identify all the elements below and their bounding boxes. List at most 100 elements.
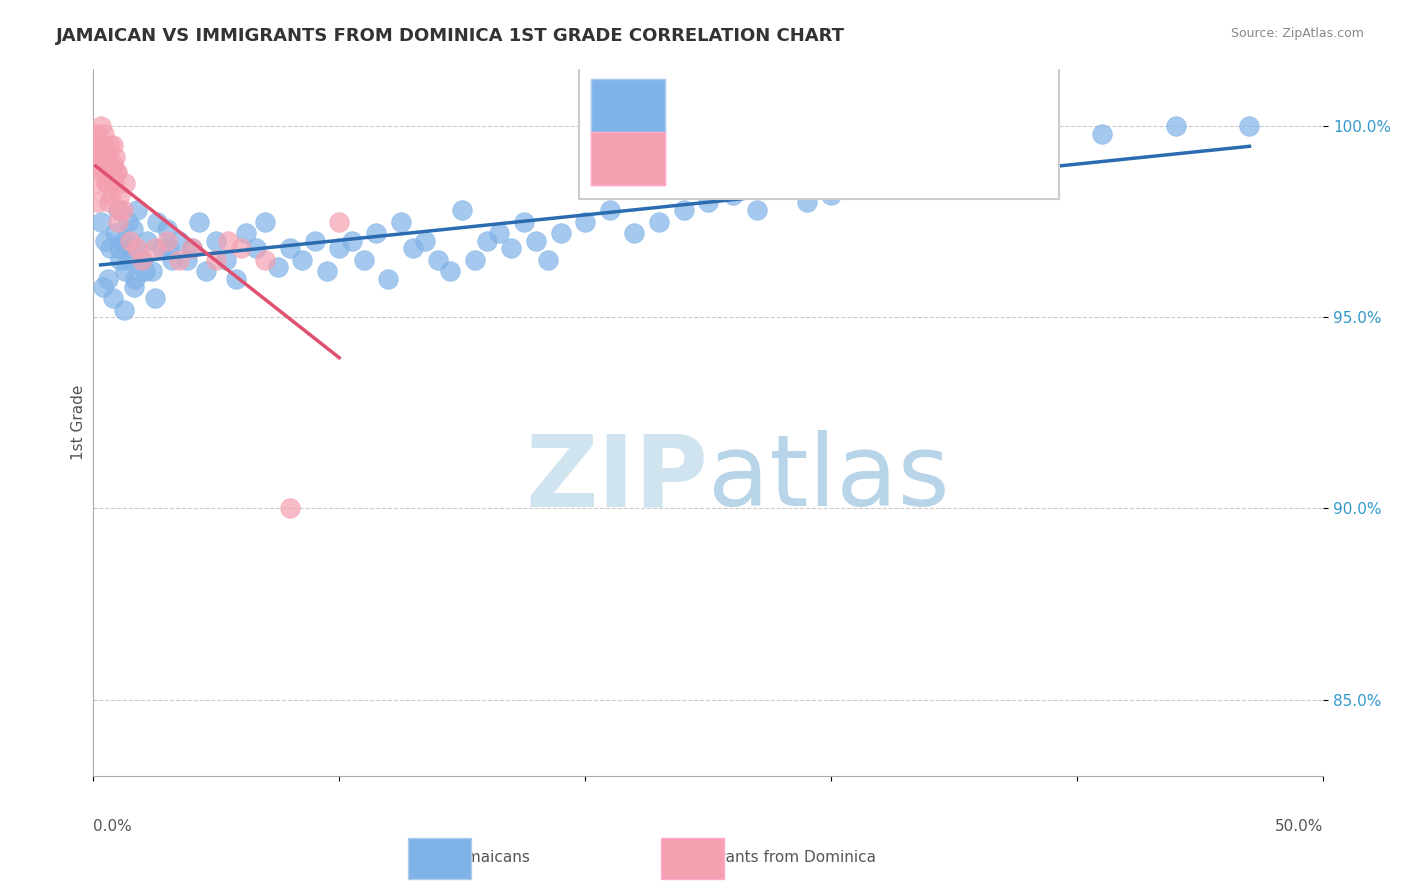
Point <box>107 202 129 217</box>
Point <box>117 214 139 228</box>
Point <box>869 165 891 179</box>
Point <box>94 176 117 190</box>
Point <box>353 252 375 267</box>
Point <box>205 234 228 248</box>
Point <box>93 127 115 141</box>
Point <box>110 187 132 202</box>
Point <box>90 149 112 163</box>
Point <box>90 149 112 163</box>
Point <box>114 264 136 278</box>
Point <box>150 241 173 255</box>
Point <box>156 234 179 248</box>
Point <box>316 264 339 278</box>
Text: Immigrants from Dominica: Immigrants from Dominica <box>671 850 876 865</box>
Point <box>141 264 163 278</box>
Point <box>108 241 131 255</box>
Text: ZIP: ZIP <box>526 431 709 527</box>
Point <box>127 241 149 255</box>
Point <box>366 226 388 240</box>
Point <box>97 149 120 163</box>
Point <box>254 214 277 228</box>
Point <box>389 214 412 228</box>
Point <box>599 202 621 217</box>
Point <box>512 214 534 228</box>
Point <box>169 234 191 248</box>
Point <box>90 214 112 228</box>
Point <box>104 149 127 163</box>
Point <box>97 157 120 171</box>
Point <box>120 234 142 248</box>
Point <box>86 157 108 171</box>
Point <box>160 252 183 267</box>
Text: 50.0%: 50.0% <box>1275 819 1323 834</box>
Point <box>278 241 301 255</box>
Point <box>648 214 671 228</box>
Point <box>120 241 142 255</box>
Point <box>176 252 198 267</box>
Y-axis label: 1st Grade: 1st Grade <box>72 384 86 460</box>
Point <box>111 234 134 248</box>
Point <box>180 241 202 255</box>
Point <box>124 272 146 286</box>
Point <box>1239 119 1261 133</box>
Point <box>770 176 793 190</box>
Point <box>672 202 695 217</box>
Point <box>97 272 120 286</box>
Point <box>550 226 572 240</box>
Text: R = 0.395  N = 85: R = 0.395 N = 85 <box>671 87 849 106</box>
Point <box>111 202 134 217</box>
Point <box>291 252 314 267</box>
Point <box>574 214 596 228</box>
Point <box>215 252 238 267</box>
Text: Source: ZipAtlas.com: Source: ZipAtlas.com <box>1230 27 1364 40</box>
Text: Jamaicans: Jamaicans <box>453 850 531 865</box>
Point <box>107 214 129 228</box>
Point <box>105 165 128 179</box>
Point <box>89 138 111 153</box>
Point <box>501 241 523 255</box>
Point <box>93 138 115 153</box>
Point <box>112 302 135 317</box>
Point <box>377 272 399 286</box>
Point <box>235 226 257 240</box>
Point <box>328 214 350 228</box>
Point <box>537 252 560 267</box>
Point <box>195 264 218 278</box>
Point <box>143 241 166 255</box>
Point <box>100 138 122 153</box>
Point <box>169 252 191 267</box>
Point <box>918 176 941 190</box>
Point <box>131 252 153 267</box>
Point <box>98 195 121 210</box>
Point <box>91 165 114 179</box>
Point <box>1091 127 1114 141</box>
Point <box>87 138 110 153</box>
Point <box>188 214 211 228</box>
Point <box>340 234 363 248</box>
Point <box>84 127 107 141</box>
Point <box>84 176 107 190</box>
Point <box>426 252 449 267</box>
Point <box>1017 138 1039 153</box>
Text: R = 0.327   N = 45: R = 0.327 N = 45 <box>671 148 856 166</box>
Point <box>747 202 769 217</box>
Point <box>488 226 510 240</box>
Point <box>136 234 159 248</box>
Point <box>108 202 131 217</box>
Point <box>328 241 350 255</box>
Point <box>146 214 169 228</box>
Point <box>156 222 179 236</box>
Point <box>127 202 149 217</box>
Point <box>225 272 247 286</box>
Point <box>94 157 117 171</box>
Point <box>143 291 166 305</box>
Point <box>103 176 125 190</box>
Point <box>413 234 436 248</box>
Point <box>524 234 547 248</box>
Point <box>229 241 252 255</box>
Point <box>104 226 127 240</box>
Point <box>96 176 118 190</box>
Point <box>87 195 110 210</box>
Point <box>134 264 156 278</box>
Point <box>254 252 277 267</box>
